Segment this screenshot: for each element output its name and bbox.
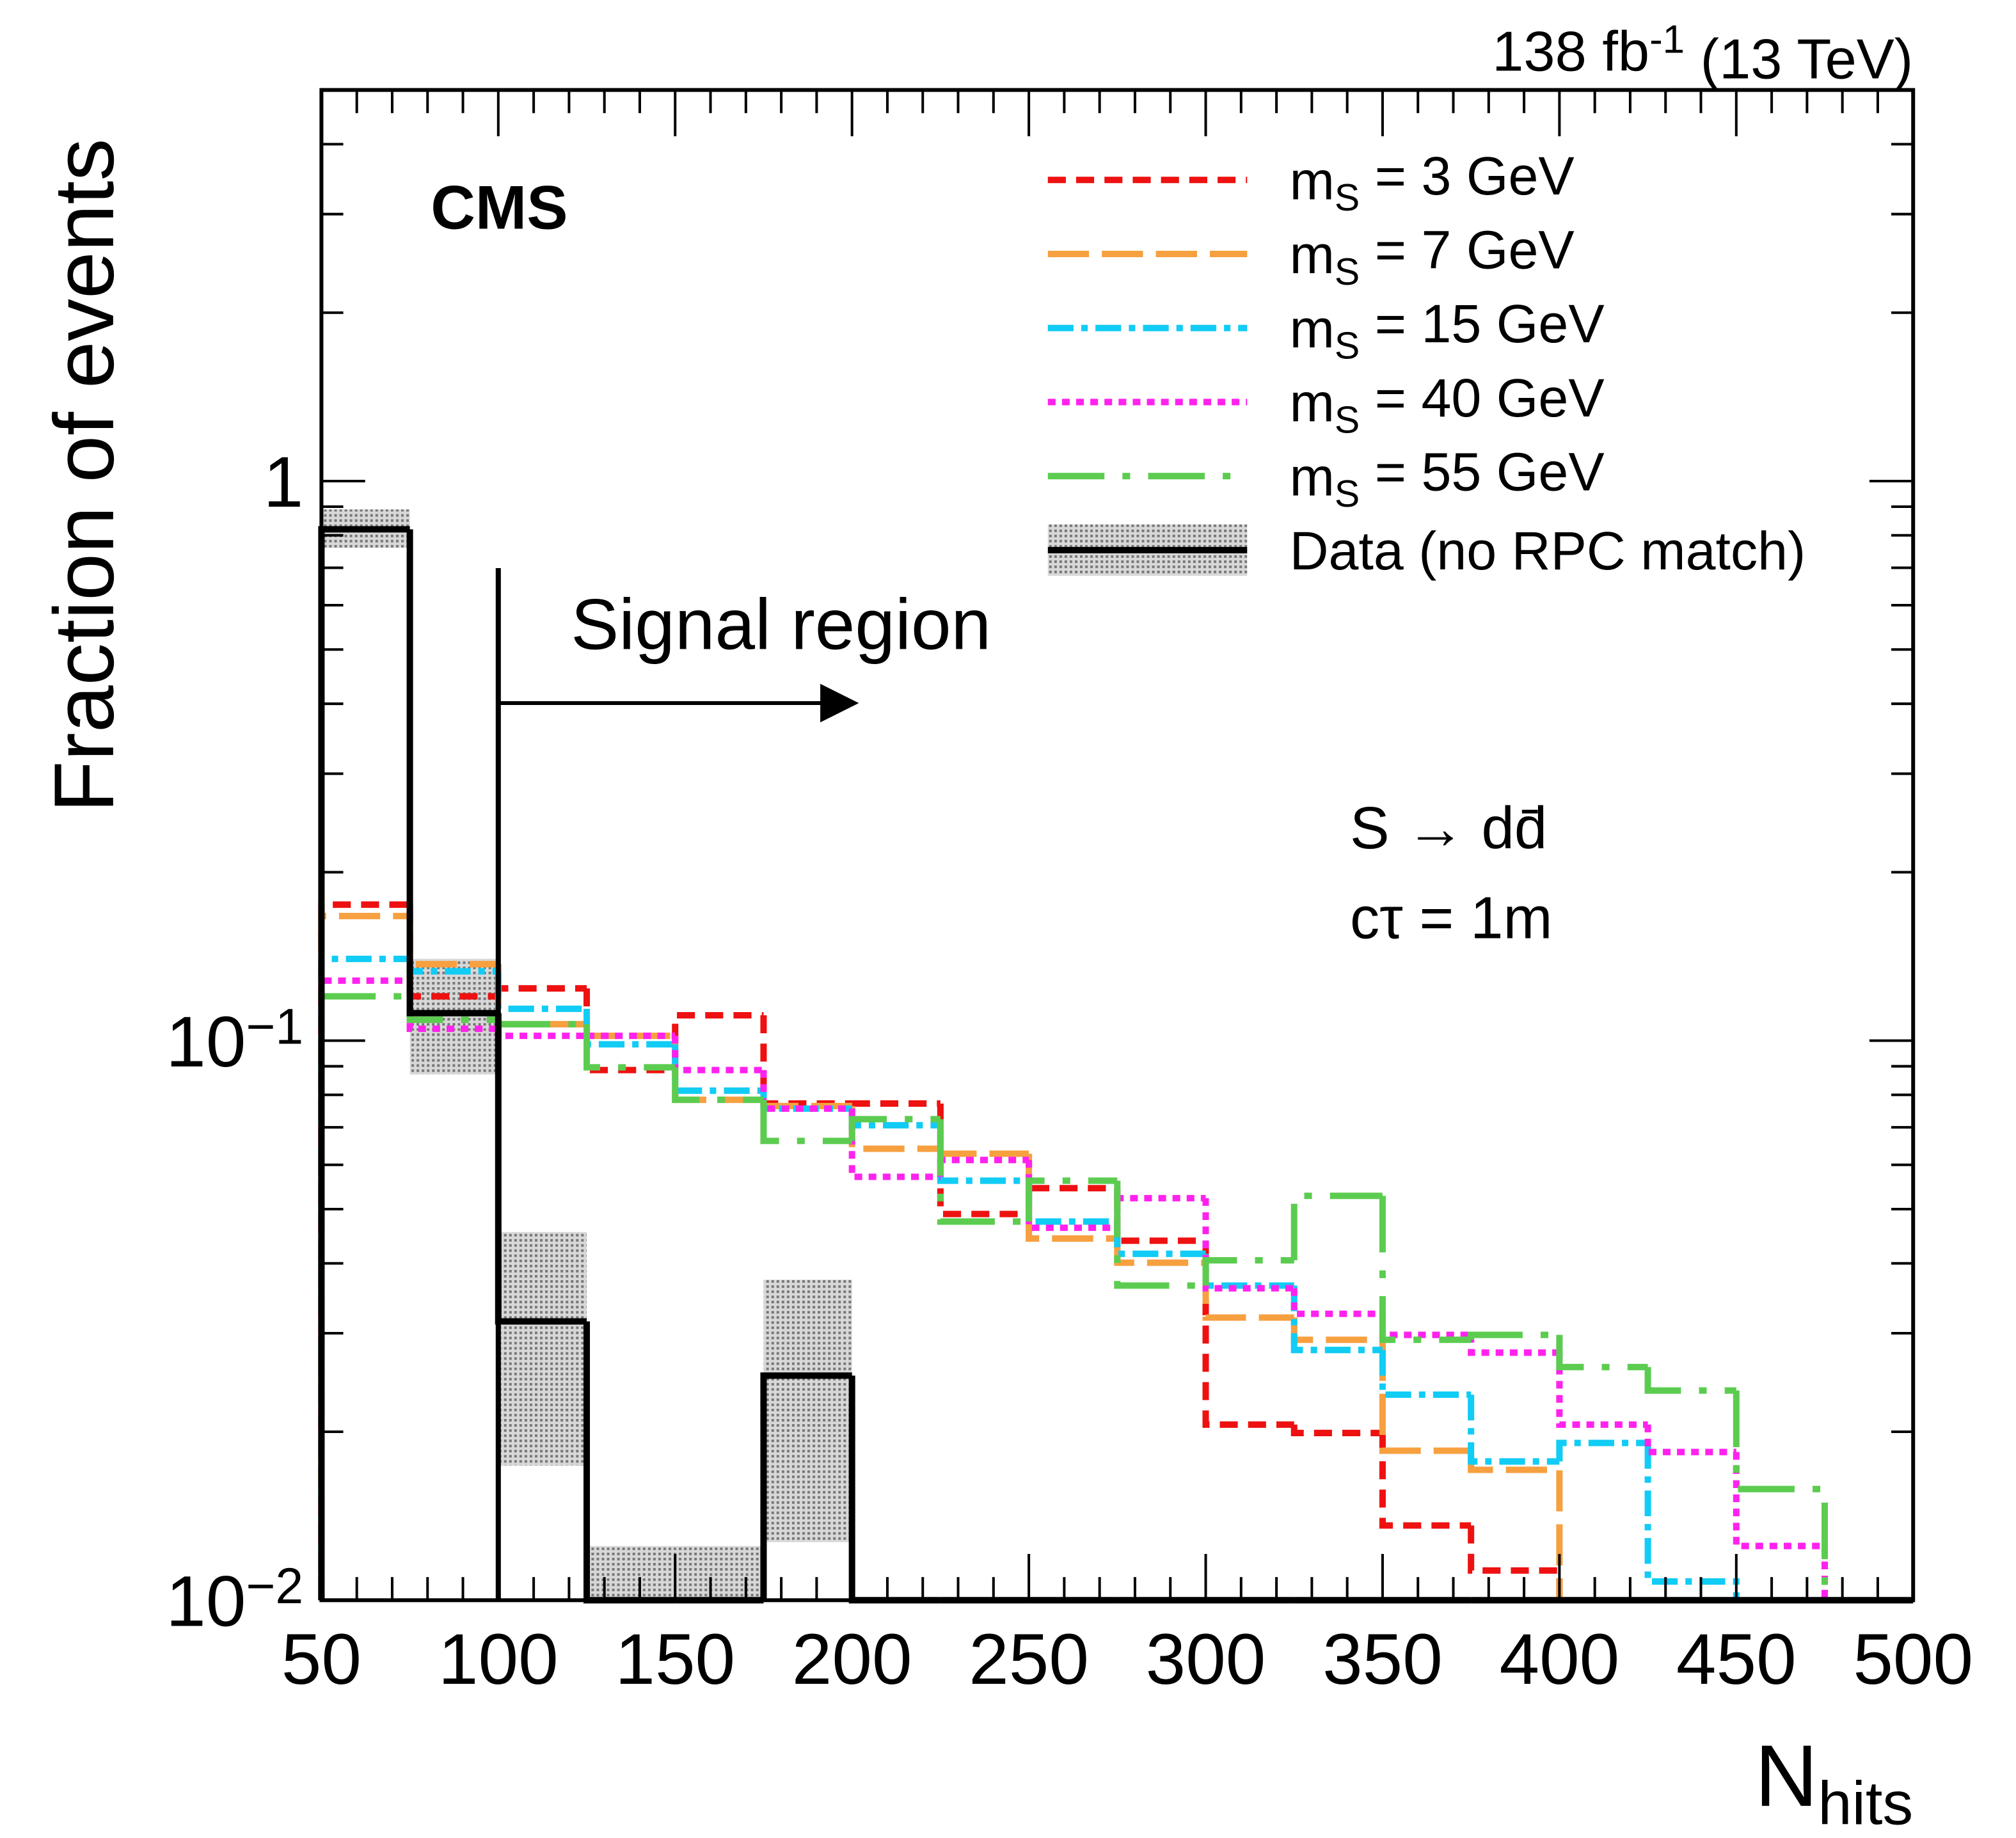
legend-label: mS = 3 GeV xyxy=(1290,146,1575,219)
signal-histogram-bin xyxy=(495,1029,587,1040)
error-band xyxy=(498,1232,587,1466)
signal-histogram-bin xyxy=(1379,1350,1472,1398)
data-histogram-bin xyxy=(318,526,410,1601)
data-histogram-bin xyxy=(406,529,498,1017)
data-histogram-bin xyxy=(848,1375,941,1604)
y-tick-label: 1 xyxy=(264,441,304,522)
signal-histogram-bin xyxy=(495,964,587,1027)
x-tick-label: 400 xyxy=(1500,1619,1620,1699)
x-tick-label: 250 xyxy=(969,1619,1089,1699)
x-tick-label: 350 xyxy=(1322,1619,1443,1699)
signal-histogram-bin xyxy=(1026,1160,1118,1232)
signal-histogram-bin xyxy=(406,915,498,968)
signal-histogram-bin xyxy=(1026,1185,1118,1214)
signal-histogram-bin xyxy=(1468,1331,1560,1340)
y-tick-label: 10−2 xyxy=(166,1558,303,1641)
signal-histogram-bin xyxy=(1644,1424,1736,1455)
x-tick-label: 200 xyxy=(792,1619,912,1699)
signal-histogram-bin xyxy=(1114,1180,1206,1289)
legend-label: mS = 7 GeV xyxy=(1290,220,1575,293)
luminosity-label: 138 fb-1 (13 TeV) xyxy=(1492,18,1913,91)
signal-histogram-bin xyxy=(848,1116,941,1141)
signal-histogram-bin xyxy=(1290,1288,1383,1317)
signal-histogram-bin xyxy=(583,1024,676,1071)
signal-histogram-bin xyxy=(760,1015,852,1107)
signal-region-label: Signal region xyxy=(571,584,991,665)
signal-histogram-bin xyxy=(1379,1340,1472,1454)
arrow-head xyxy=(820,683,859,723)
signal-histogram-bin xyxy=(495,1019,587,1027)
signal-histogram-bin xyxy=(1733,1452,1829,1601)
plot-frame xyxy=(319,88,1916,1603)
signal-histogram-bin xyxy=(318,955,410,1601)
signal-histogram-bin xyxy=(318,901,410,1601)
signal-histogram-bin xyxy=(318,912,410,1601)
signal-histogram-bin xyxy=(1468,1525,1563,1601)
signal-histogram-bin xyxy=(583,988,676,1073)
signal-histogram-bin xyxy=(1556,1335,1648,1370)
legend-label: mS = 15 GeV xyxy=(1290,294,1605,367)
signal-histogram-bin xyxy=(495,971,587,1012)
signal-histogram-bin xyxy=(1556,1439,1648,1462)
legend-label: mS = 40 GeV xyxy=(1290,368,1605,441)
signal-histogram-bin xyxy=(1290,1424,1383,1436)
y-tick-label: 10−1 xyxy=(166,998,303,1081)
x-tick-label: 450 xyxy=(1676,1619,1797,1699)
x-tick-label: 500 xyxy=(1853,1619,1973,1699)
signal-histogram-bin xyxy=(1379,1432,1472,1529)
error-band xyxy=(675,1546,764,1601)
signal-histogram-bin xyxy=(1202,1198,1294,1292)
x-axis-label: Nhits xyxy=(1755,1727,1914,1838)
signal-histogram-bin xyxy=(1733,1390,1829,1601)
error-band xyxy=(587,1546,676,1601)
signal-histogram-bin xyxy=(937,1148,1029,1157)
signal-histogram-bin xyxy=(1644,1367,1736,1394)
signal-histogram-bin xyxy=(672,1067,764,1104)
signal-histogram-bin xyxy=(1379,1196,1472,1343)
x-tick-label: 50 xyxy=(282,1619,361,1699)
legend-label: Data (no RPC match) xyxy=(1290,521,1806,581)
signal-histogram-bin xyxy=(1644,1443,1740,1601)
signal-histogram-bin xyxy=(937,1157,1029,1177)
data-histogram-bin xyxy=(760,1372,852,1601)
signal-histogram-bin xyxy=(1556,1352,1648,1428)
annotation: cτ = 1m xyxy=(1350,885,1552,951)
signal-histogram-bin xyxy=(760,1100,852,1145)
signal-histogram-bin xyxy=(1290,1192,1383,1261)
signal-histogram-bin xyxy=(1114,1194,1206,1228)
y-axis-label: Fraction of events xyxy=(37,138,132,812)
signal-histogram-bin xyxy=(1290,1317,1383,1343)
signal-histogram-bin xyxy=(318,993,410,1601)
legend-label: mS = 55 GeV xyxy=(1290,442,1605,515)
signal-histogram-bin xyxy=(1379,1313,1472,1338)
signal-histogram-bin xyxy=(1468,1395,1560,1465)
error-band xyxy=(763,1279,852,1542)
x-tick-label: 150 xyxy=(615,1619,735,1699)
experiment-label: CMS xyxy=(431,174,567,242)
signal-histogram-bin xyxy=(1468,1450,1563,1601)
signal-histogram-bin xyxy=(672,1036,764,1073)
signal-histogram-bin xyxy=(318,977,410,1601)
signal-histogram-bin xyxy=(1202,1240,1294,1428)
x-tick-label: 100 xyxy=(438,1619,559,1699)
signal-histogram-bin xyxy=(495,985,587,997)
signal-histogram-bin xyxy=(672,1044,764,1094)
signal-histogram-bin xyxy=(672,1011,764,1070)
signal-histogram-bin xyxy=(1026,1177,1118,1222)
x-tick-label: 300 xyxy=(1146,1619,1266,1699)
signal-histogram-bin xyxy=(937,1119,1029,1225)
annotation: S → dd̄ xyxy=(1350,795,1547,861)
signal-histogram-bin xyxy=(1202,1256,1294,1286)
